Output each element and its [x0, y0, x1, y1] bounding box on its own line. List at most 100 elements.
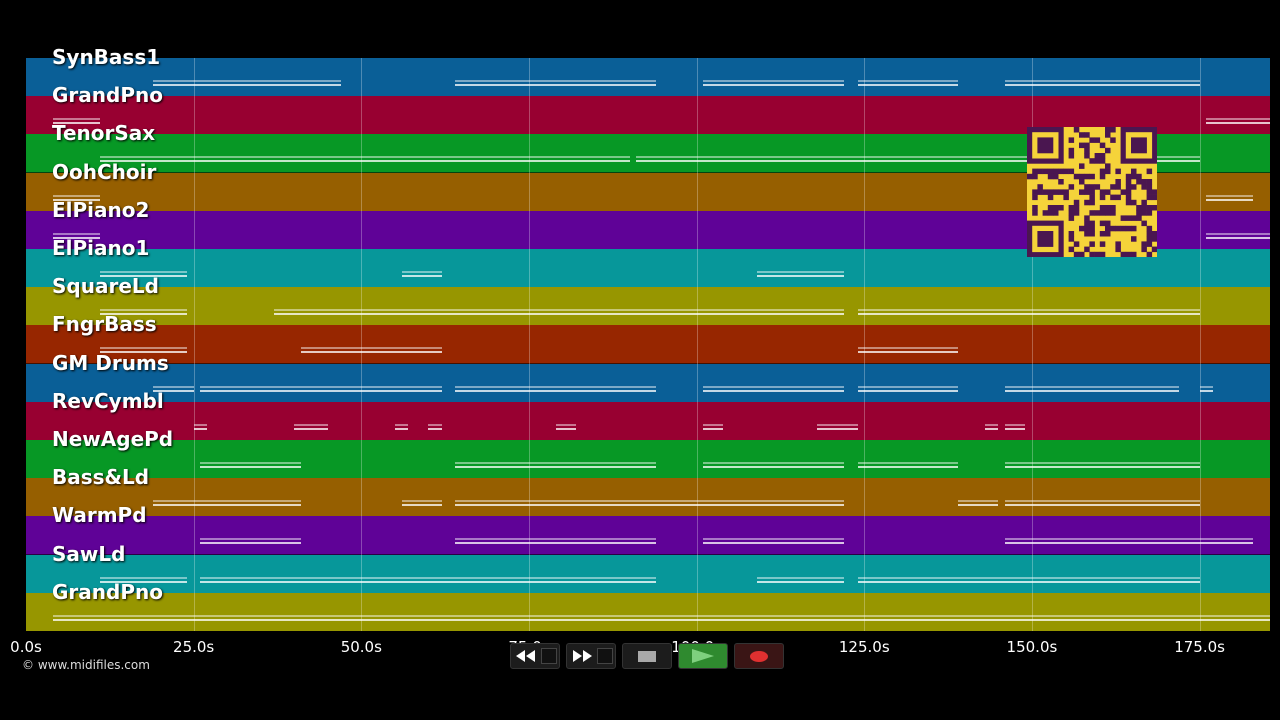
track-lane — [26, 287, 1270, 327]
note-bar — [52, 618, 1270, 621]
note-bar — [756, 465, 845, 468]
grid-line — [864, 58, 866, 631]
note-bar — [756, 461, 845, 464]
grid-line — [361, 58, 363, 631]
note-bar — [52, 194, 100, 197]
note-bar — [394, 427, 409, 430]
record-icon — [750, 650, 768, 662]
track-label: GrandPno — [52, 83, 163, 108]
note-bar — [52, 614, 1270, 617]
note-bar — [756, 580, 845, 583]
note-bar — [200, 389, 301, 392]
note-bar — [1005, 542, 1200, 545]
fast-forward-button[interactable] — [566, 643, 616, 669]
stop-button[interactable] — [622, 643, 672, 669]
track-label: WarmPd — [52, 503, 147, 528]
note-bar — [455, 389, 657, 392]
track-label: SawLd — [52, 541, 126, 566]
note-bar — [756, 270, 845, 273]
note-bar — [857, 465, 959, 468]
note-bar — [636, 156, 1200, 159]
note-bar — [401, 274, 442, 277]
note-bar — [1005, 389, 1180, 392]
note-bar — [958, 500, 999, 503]
record-button[interactable] — [734, 643, 784, 669]
note-bar — [300, 385, 442, 388]
note-bar — [703, 423, 724, 426]
track-label: Bass&Ld — [52, 465, 150, 490]
grid-line — [696, 58, 698, 631]
track-label: FngrBass — [52, 312, 157, 337]
note-bar — [1199, 389, 1213, 392]
grid-line — [1199, 58, 1201, 631]
play-button[interactable] — [678, 643, 728, 669]
note-bar — [817, 423, 858, 426]
note-bar — [99, 309, 187, 312]
note-bar — [394, 423, 409, 426]
note-bar — [857, 313, 1006, 316]
note-bar — [300, 576, 657, 579]
note-bar — [455, 538, 657, 541]
note-bar — [703, 542, 845, 545]
note-bar — [1005, 313, 1200, 316]
note-bar — [99, 351, 187, 354]
note-bar — [300, 347, 442, 350]
note-bar — [857, 580, 1006, 583]
note-bar — [1206, 236, 1270, 239]
note-bar — [1005, 500, 1200, 503]
note-bar — [153, 389, 194, 392]
note-bar — [756, 274, 845, 277]
tick-label: 50.0s — [340, 638, 382, 656]
note-bar — [99, 270, 187, 273]
note-bar — [193, 423, 208, 426]
note-bar — [274, 313, 657, 316]
grid-line — [193, 58, 195, 631]
track-label: NewAgePd — [52, 427, 174, 451]
note-bar — [756, 576, 845, 579]
track-label: SynBass1 — [52, 45, 161, 69]
note-bar — [274, 309, 657, 312]
track-label: GrandPno — [52, 579, 163, 604]
note-bar — [153, 500, 301, 503]
note-bar — [857, 83, 959, 86]
note-bar — [984, 423, 999, 426]
track-lane — [26, 440, 1270, 479]
note-bar — [200, 576, 301, 579]
note-bar — [1206, 194, 1254, 197]
note-bar — [656, 500, 845, 503]
note-bar — [200, 465, 301, 468]
transport-controls — [510, 643, 784, 669]
note-bar — [99, 580, 187, 583]
note-bar — [857, 79, 959, 82]
note-bar — [1005, 427, 1026, 430]
note-bar — [1206, 232, 1270, 235]
track-lane — [26, 592, 1270, 631]
note-bar — [455, 79, 657, 82]
note-bar — [153, 79, 342, 82]
note-bar — [857, 576, 1006, 579]
tick-label: 175.0s — [1174, 638, 1225, 656]
note-bar — [99, 313, 187, 316]
track-label: GM Drums — [52, 350, 169, 375]
note-bar — [401, 500, 442, 503]
note-bar — [1005, 309, 1200, 312]
copyright-credit: © www.midifiles.com — [22, 658, 150, 672]
note-bar — [703, 79, 845, 82]
note-bar — [455, 504, 657, 507]
note-bar — [1005, 465, 1200, 468]
rewind-button[interactable] — [510, 643, 560, 669]
note-bar — [857, 389, 959, 392]
note-bar — [1206, 198, 1254, 201]
note-bar — [153, 83, 342, 86]
note-bar — [455, 461, 657, 464]
track-lane — [26, 478, 1270, 518]
note-bar — [153, 504, 301, 507]
note-bar — [99, 274, 187, 277]
track-lane — [26, 58, 1270, 97]
note-bar — [294, 427, 328, 430]
note-bar — [857, 347, 959, 350]
track-lane — [26, 401, 1270, 441]
tick-label: 150.0s — [1006, 638, 1058, 656]
note-bar — [1005, 83, 1200, 86]
fast-forward-icon — [569, 648, 613, 664]
